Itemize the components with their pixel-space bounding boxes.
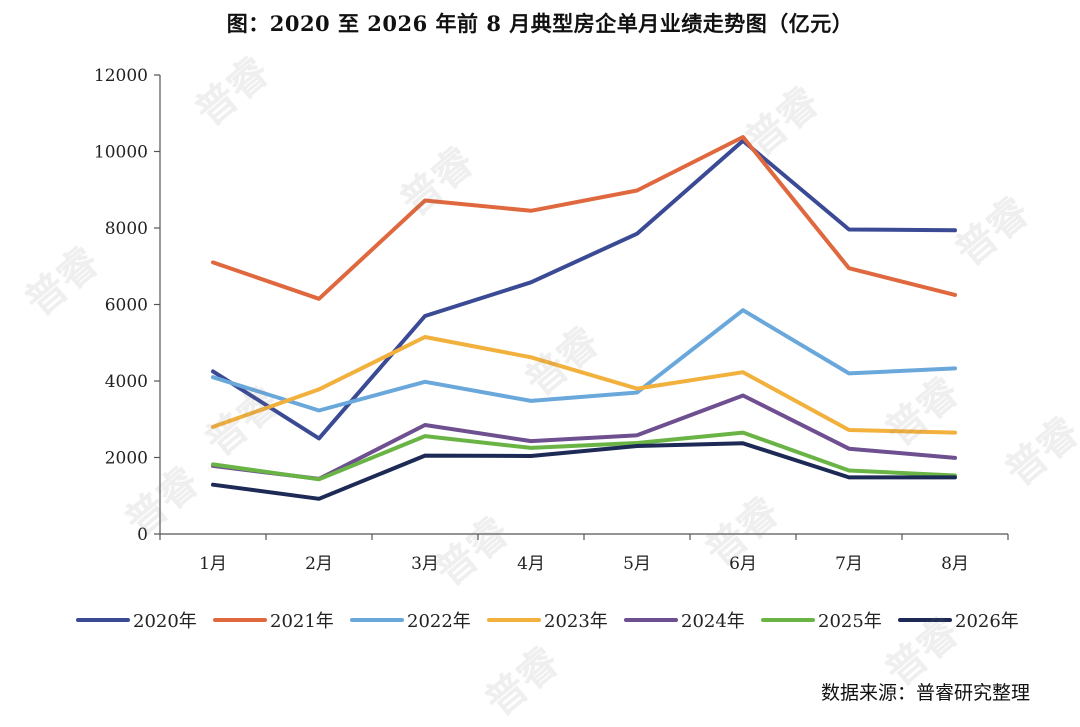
x-tick-label: 2月 bbox=[305, 554, 333, 574]
legend: 2020年 2021年 2022年 2023年 2024年 2025年 2026年 bbox=[76, 611, 1019, 632]
x-tick-label: 1月 bbox=[199, 554, 227, 574]
x-tick-label: 4月 bbox=[517, 554, 545, 574]
y-tick-label: 6000 bbox=[105, 296, 148, 316]
y-tick-label: 12000 bbox=[94, 66, 148, 86]
legend-label: 2026年 bbox=[955, 611, 1019, 632]
chart-title: 图：2020 至 2026 年前 8 月典型房企单月业绩走势图（亿元） bbox=[226, 11, 854, 36]
series-line-2022年 bbox=[211, 308, 957, 413]
series-line-2023年 bbox=[211, 335, 957, 435]
data-source: 数据来源：普睿研究整理 bbox=[820, 682, 1030, 704]
series-line-2026年 bbox=[211, 441, 957, 501]
x-tick-label: 3月 bbox=[411, 554, 439, 574]
series-line-2025年 bbox=[211, 430, 957, 482]
legend-label: 2024年 bbox=[681, 611, 745, 632]
legend-label: 2021年 bbox=[270, 611, 334, 632]
series-lines bbox=[211, 135, 957, 501]
legend-label: 2025年 bbox=[818, 611, 882, 632]
series-line-2024年 bbox=[211, 393, 957, 481]
legend-label: 2020年 bbox=[133, 611, 197, 632]
y-tick-label: 2000 bbox=[105, 449, 148, 469]
series-line-2020年 bbox=[211, 138, 957, 441]
x-tick-label: 8月 bbox=[941, 554, 969, 574]
legend-label: 2023年 bbox=[544, 611, 608, 632]
y-tick-label: 10000 bbox=[94, 143, 148, 163]
y-tick-label: 0 bbox=[137, 525, 148, 545]
axes: 0 2000 4000 6000 8000 10000 12000 1月 2月 3月 4月 5月 6月 7… bbox=[94, 66, 1009, 574]
y-tick-label: 8000 bbox=[105, 219, 148, 239]
y-tick-label: 4000 bbox=[105, 372, 148, 392]
x-tick-label: 5月 bbox=[623, 554, 651, 574]
x-tick-label: 6月 bbox=[729, 554, 757, 574]
legend-label: 2022年 bbox=[407, 611, 471, 632]
x-tick-label: 7月 bbox=[835, 554, 863, 574]
series-line-2021年 bbox=[211, 135, 957, 301]
